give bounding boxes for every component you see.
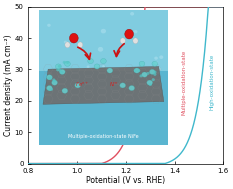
Text: Multiple-oxidation-state: Multiple-oxidation-state (182, 49, 187, 115)
Y-axis label: Current density (mA cm⁻²): Current density (mA cm⁻²) (4, 34, 13, 136)
Text: High-oxidation-state: High-oxidation-state (210, 54, 215, 110)
X-axis label: Potential (V vs. RHE): Potential (V vs. RHE) (86, 176, 165, 185)
